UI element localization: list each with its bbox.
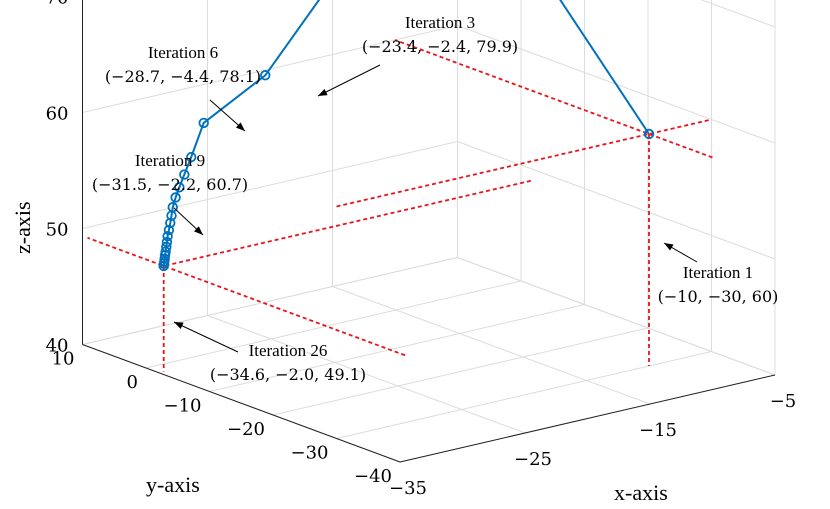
iteration-marker-15 (166, 210, 177, 221)
annotation-arrowhead (664, 243, 674, 251)
grid-floor-y (209, 304, 585, 392)
projection-lines (87, 39, 713, 372)
x-axis-label: x-axis (614, 480, 668, 505)
annotation-arrowhead (235, 122, 245, 131)
annotation-iteration-26: Iteration 26 (−34.6, −2.0, 49.1) (173, 321, 366, 384)
y-tick-label: −40 (354, 466, 392, 487)
x-tick-label: −15 (639, 420, 677, 441)
annotation-title: Iteration 1 (683, 263, 753, 282)
grid-floor-x (332, 286, 651, 405)
z-tick-label: 50 (46, 220, 69, 241)
iteration-marker-8 (260, 70, 271, 81)
annotation-coord: (−28.7, −4.4, 78.1) (105, 67, 261, 86)
y-tick-label: −20 (227, 419, 265, 440)
annotation-arrowhead (194, 226, 203, 235)
annotation-title: Iteration 9 (135, 151, 205, 170)
grid-floor-y (145, 280, 522, 369)
y-axis-label: y-axis (146, 472, 200, 497)
iteration-marker-12 (174, 182, 185, 193)
grid-wall-z1 (82, 141, 458, 229)
x-tick-label: −5 (770, 391, 797, 412)
annotation-arrow (173, 321, 239, 353)
annotation-title: Iteration 26 (249, 341, 328, 360)
annotation-coord: (−23.4, −2.4, 79.9) (362, 37, 518, 56)
annotation-coord: (−34.6, −2.0, 49.1) (210, 365, 366, 384)
y-tick-label: −10 (164, 396, 202, 417)
y-tick-label: 10 (52, 349, 75, 370)
annotation-coord: (−31.5, −2.2, 60.7) (92, 175, 248, 194)
y-tick-label: −30 (291, 443, 329, 464)
projection-start-line (394, 39, 713, 159)
grid-wall-z2 (700, 0, 776, 28)
iteration-marker-9 (198, 117, 209, 129)
projection-end-line (158, 179, 534, 269)
annotation-title: Iteration 6 (148, 43, 218, 62)
annotation-iteration-6: Iteration 6 (−28.7, −4.4, 78.1) (105, 43, 261, 132)
iteration-marker-16 (165, 217, 176, 229)
annotation-title: Iteration 3 (405, 13, 475, 32)
annotation-arrow (317, 64, 381, 97)
projection-start-line (336, 118, 712, 208)
annotation-iteration-1: Iteration 1 (−10, −30, 60) (658, 242, 779, 306)
y-axis-line (82, 344, 401, 463)
x-tick-label: −25 (514, 449, 552, 470)
grid-floor-x (207, 315, 526, 434)
y-tick-label: 0 (127, 372, 138, 393)
grid-wall-z1 (82, 257, 458, 345)
x-tick-label: −35 (389, 478, 427, 499)
trajectory-series (158, 0, 655, 272)
grid-floor-y (272, 327, 649, 416)
annotation-coord: (−10, −30, 60) (658, 287, 779, 306)
annotation-arrowhead (318, 88, 328, 96)
annotations: Iteration 1 (−10, −30, 60) Iteration 3 (−23… (92, 13, 779, 384)
axes-box (82, 0, 776, 463)
z-tick-label: 60 (46, 104, 69, 125)
iteration-marker-18 (162, 230, 173, 242)
iteration-marker-19 (161, 236, 173, 248)
iteration-marker-26 (158, 260, 169, 272)
z-tick-label: 40 (46, 336, 69, 357)
x-axis-line (399, 374, 776, 463)
annotation-arrowhead (174, 322, 184, 329)
iteration-marker-13 (170, 192, 181, 203)
annotation-iteration-3: Iteration 3 (−23.4, −2.4, 79.9) (317, 13, 518, 97)
iteration-marker-1 (643, 128, 655, 140)
iteration-marker-17 (163, 224, 175, 236)
grid-wall-z2 (457, 257, 776, 376)
annotation-iteration-9: Iteration 9 (−31.5, −2.2, 60.7) (92, 151, 248, 236)
grid-wall-z2 (457, 141, 776, 260)
iteration-marker-10 (186, 151, 197, 163)
z-tick-label: 70 (46, 0, 69, 9)
z-axis-label: z-axis (10, 201, 35, 254)
iteration-marker-11 (179, 169, 190, 180)
projection-end-line (87, 236, 406, 357)
